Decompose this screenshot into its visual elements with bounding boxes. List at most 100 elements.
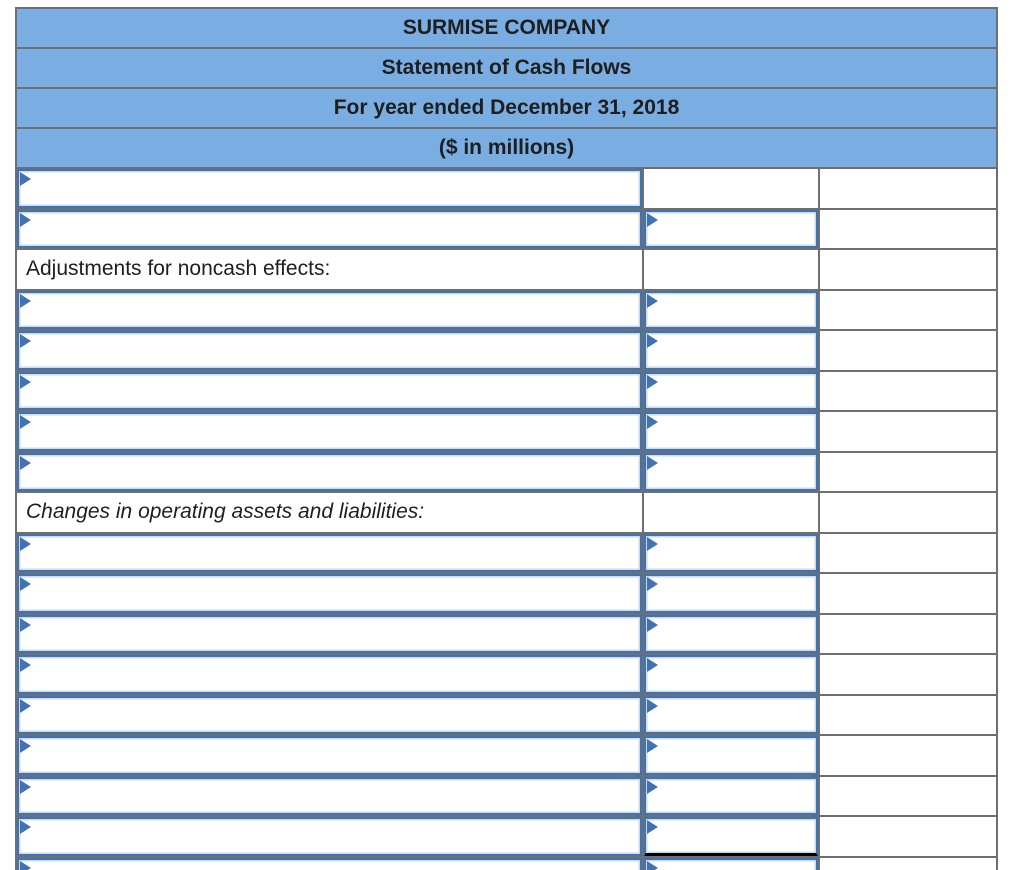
amount-input-cell[interactable] (642, 369, 820, 412)
amount-input-cell-box[interactable] (644, 574, 818, 613)
amount-input-cell-box[interactable] (644, 776, 818, 815)
statement-units: ($ in millions) (15, 127, 998, 169)
description-input-cell[interactable] (15, 653, 644, 696)
description-input-cell-box[interactable] (17, 574, 642, 613)
section-label-cell: Changes in operating assets and liabilit… (15, 491, 644, 534)
amount-input-cell-box[interactable] (644, 817, 818, 856)
amount-input-cell[interactable] (642, 855, 820, 870)
amount-input-cell[interactable] (642, 815, 820, 858)
amount-input-cell-box[interactable] (644, 655, 818, 694)
description-input-cell-box[interactable] (17, 533, 642, 572)
description-input-cell-box[interactable] (17, 412, 642, 451)
cash-flow-statement-table: SURMISE COMPANY Statement of Cash Flows … (15, 7, 998, 870)
amount-input-cell-box[interactable] (644, 452, 818, 491)
table-row (15, 653, 998, 696)
table-row (15, 612, 998, 655)
amount-input-cell-box[interactable] (644, 614, 818, 653)
amount-input-cell-box[interactable] (644, 209, 818, 248)
description-input-cell-box[interactable] (17, 371, 642, 410)
amount-input-cell-box[interactable] (644, 290, 818, 329)
amount-input-cell-box[interactable] (644, 695, 818, 734)
dropdown-triangle-icon (20, 860, 31, 870)
description-input-cell-box[interactable] (17, 695, 642, 734)
empty-cell (818, 369, 998, 412)
description-input-cell[interactable] (15, 207, 644, 250)
amount-input-cell[interactable] (642, 653, 820, 696)
amount-input-cell-box[interactable] (644, 533, 818, 572)
description-input-cell[interactable] (15, 288, 644, 331)
amount-input-cell[interactable] (642, 572, 820, 615)
dropdown-triangle-icon (647, 455, 658, 470)
description-input-cell[interactable] (15, 612, 644, 655)
table-row: Changes in operating assets and liabilit… (15, 491, 998, 534)
description-input-cell[interactable] (15, 815, 644, 858)
header-row-statement: Statement of Cash Flows (15, 47, 998, 89)
amount-input-cell[interactable] (642, 531, 820, 574)
dropdown-triangle-icon (20, 334, 31, 348)
amount-input-cell[interactable] (642, 450, 820, 493)
table-row (15, 288, 998, 331)
dropdown-triangle-icon (20, 577, 31, 591)
description-input-cell[interactable] (15, 369, 644, 412)
description-input-cell[interactable] (15, 774, 644, 817)
dropdown-triangle-icon (647, 820, 658, 834)
description-input-cell-box[interactable] (17, 209, 642, 248)
description-input-cell[interactable] (15, 693, 644, 736)
table-row (15, 207, 998, 250)
dropdown-triangle-icon (647, 739, 658, 753)
empty-cell (642, 491, 820, 534)
description-input-cell[interactable] (15, 450, 644, 493)
empty-cell (818, 531, 998, 574)
empty-cell (818, 693, 998, 736)
description-input-cell[interactable] (15, 855, 644, 870)
description-input-cell[interactable] (15, 734, 644, 777)
description-input-cell-box[interactable] (17, 169, 642, 208)
dropdown-triangle-icon (647, 415, 658, 429)
description-input-cell-box[interactable] (17, 331, 642, 370)
dropdown-triangle-icon (647, 577, 658, 591)
amount-input-cell-box[interactable] (644, 736, 818, 775)
table-row (15, 450, 998, 493)
amount-input-cell-box[interactable] (644, 857, 818, 870)
empty-cell (642, 167, 820, 210)
description-input-cell[interactable] (15, 531, 644, 574)
amount-input-cell-box[interactable] (644, 412, 818, 451)
description-input-cell-box[interactable] (17, 290, 642, 329)
description-input-cell-box[interactable] (17, 655, 642, 694)
description-input-cell-box[interactable] (17, 614, 642, 653)
amount-input-cell[interactable] (642, 207, 820, 250)
description-input-cell[interactable] (15, 572, 644, 615)
amount-input-cell[interactable] (642, 288, 820, 331)
description-input-cell[interactable] (15, 410, 644, 453)
amount-input-cell[interactable] (642, 612, 820, 655)
table-row (15, 855, 998, 870)
amount-input-cell[interactable] (642, 693, 820, 736)
dropdown-triangle-icon (20, 536, 31, 551)
header-row-units: ($ in millions) (15, 127, 998, 169)
amount-input-cell-box[interactable] (644, 371, 818, 410)
amount-input-cell[interactable] (642, 410, 820, 453)
amount-input-cell-box[interactable] (644, 331, 818, 370)
empty-cell (818, 855, 998, 870)
description-input-cell-box[interactable] (17, 857, 642, 870)
description-input-cell[interactable] (15, 167, 644, 210)
empty-cell (818, 572, 998, 615)
description-input-cell-box[interactable] (17, 817, 642, 856)
dropdown-triangle-icon (20, 658, 31, 672)
description-input-cell-box[interactable] (17, 452, 642, 491)
description-input-cell-box[interactable] (17, 736, 642, 775)
table-row (15, 572, 998, 615)
section-label: Adjustments for noncash effects: (26, 257, 331, 281)
empty-cell (818, 410, 998, 453)
amount-input-cell[interactable] (642, 329, 820, 372)
empty-cell (818, 207, 998, 250)
amount-input-cell[interactable] (642, 774, 820, 817)
empty-cell (818, 612, 998, 655)
empty-cell (642, 248, 820, 291)
description-input-cell-box[interactable] (17, 776, 642, 815)
description-input-cell[interactable] (15, 329, 644, 372)
amount-input-cell[interactable] (642, 734, 820, 777)
statement-title: Statement of Cash Flows (15, 47, 998, 89)
header-row-period: For year ended December 31, 2018 (15, 87, 998, 129)
